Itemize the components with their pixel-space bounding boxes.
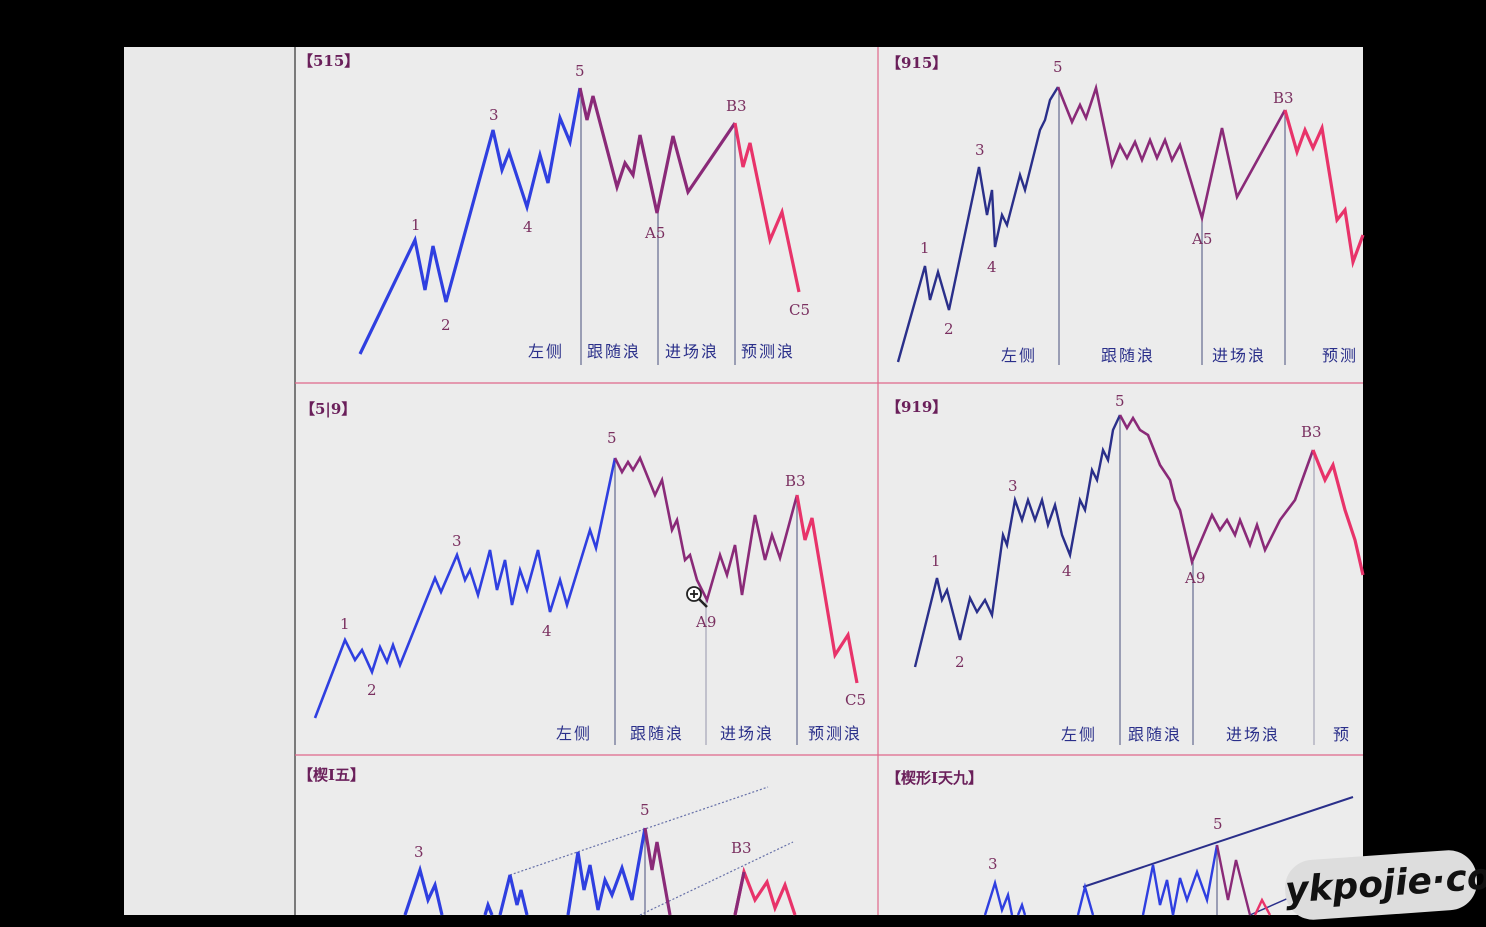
zone-label: 预测浪 <box>741 342 795 361</box>
trend-line <box>1082 796 1354 888</box>
left-margin <box>124 47 295 915</box>
wave-label: 4 <box>987 258 997 276</box>
impulse-wave <box>983 878 1014 916</box>
zone-label: 进场浪 <box>665 342 719 361</box>
wave-label: B3 <box>731 839 752 857</box>
wave-label: 1 <box>920 239 930 257</box>
forecast-wave <box>1311 449 1365 576</box>
zone-label: 跟随浪 <box>587 342 641 361</box>
panel-title: 【515】 <box>298 52 359 70</box>
follow-wave <box>578 87 737 214</box>
wave-label: 1 <box>411 216 421 234</box>
wave-label: 4 <box>523 218 533 236</box>
wave-label: 4 <box>1062 562 1072 580</box>
wave-label: B3 <box>1273 89 1294 107</box>
follow-wave <box>733 871 746 916</box>
panel-915: 【915】 1 2 3 4 5 A5 B3 左侧 跟随浪 进场浪 预测 <box>886 54 1365 365</box>
zone-label: 进场浪 <box>1226 725 1280 744</box>
wave-label: 4 <box>542 622 552 640</box>
zone-label: 左侧 <box>1001 346 1037 365</box>
zone-label: 跟随浪 <box>630 724 684 743</box>
follow-wave <box>613 455 799 604</box>
wave-label: 5 <box>640 801 650 819</box>
wave-label: B3 <box>785 472 806 490</box>
zone-label: 跟随浪 <box>1128 725 1182 744</box>
wave-label: 2 <box>944 320 954 338</box>
forecast-wave <box>1283 109 1365 269</box>
wave-label: 1 <box>931 552 941 570</box>
impulse-wave <box>1016 901 1027 916</box>
impulse-wave <box>566 827 647 916</box>
follow-wave <box>643 827 672 916</box>
wave-label: 3 <box>452 532 462 550</box>
wave-label: 2 <box>367 681 377 699</box>
impulse-wave <box>896 86 1060 363</box>
wave-label: 3 <box>489 106 499 124</box>
panel-title: 【5|9】 <box>300 400 356 418</box>
forecast-wave <box>733 122 801 293</box>
wave-label: A9 <box>1184 569 1205 587</box>
zone-label: 预 <box>1333 725 1351 744</box>
wave-label: 3 <box>988 855 998 873</box>
wave-label: 3 <box>975 141 985 159</box>
wave-label: 5 <box>1213 815 1223 833</box>
panel-wedge-five: 【楔I五】 3 5 B3 <box>298 766 797 916</box>
wave-label: 2 <box>441 316 451 334</box>
panel-title: 【915】 <box>886 54 947 72</box>
follow-wave <box>1056 83 1287 224</box>
wave-label: 5 <box>1053 58 1063 76</box>
zone-label: 左侧 <box>1061 725 1097 744</box>
impulse-wave <box>498 874 529 916</box>
wave-label: 5 <box>607 429 617 447</box>
trend-line <box>509 786 769 876</box>
impulse-wave <box>913 414 1122 668</box>
panel-919: 【919】 1 2 3 4 5 A9 B3 左侧 跟随浪 进场浪 预 <box>886 392 1365 745</box>
forecast-wave <box>1253 897 1272 916</box>
wave-label: C5 <box>789 301 810 319</box>
wave-label: B3 <box>1301 423 1322 441</box>
follow-wave <box>1215 844 1252 916</box>
wave-label: 1 <box>340 615 350 633</box>
zone-label: 左侧 <box>556 724 592 743</box>
trend-line <box>639 841 794 916</box>
panel-515: 【515】 1 2 3 4 5 A5 B3 C5 左侧 跟随浪 进场浪 预测浪 <box>298 52 810 365</box>
follow-wave <box>1118 414 1315 567</box>
wave-label: A5 <box>1191 230 1212 248</box>
wave-label: 5 <box>575 62 585 80</box>
zone-label: 预测 <box>1322 346 1358 365</box>
impulse-wave <box>358 87 582 355</box>
impulse-wave <box>313 457 617 719</box>
page-background <box>124 47 1363 915</box>
wave-label: C5 <box>845 691 866 709</box>
zone-label: 进场浪 <box>720 724 774 743</box>
wave-label: A9 <box>695 613 716 631</box>
wave-label: B3 <box>726 97 747 115</box>
zone-label: 跟随浪 <box>1101 346 1155 365</box>
panel-519: 【5|9】 1 2 3 4 5 A9 B3 C5 左侧 跟随浪 进场浪 预测浪 <box>300 400 866 745</box>
wave-label: 5 <box>1115 392 1125 410</box>
zone-label: 进场浪 <box>1212 346 1266 365</box>
wave-label: 2 <box>955 653 965 671</box>
impulse-wave <box>483 900 494 916</box>
wave-label: 3 <box>414 843 424 861</box>
forecast-wave <box>795 494 859 684</box>
wave-label: A5 <box>644 224 665 242</box>
impulse-wave <box>1141 844 1219 916</box>
zoom-in-icon <box>686 586 708 608</box>
impulse-wave <box>403 864 444 916</box>
zone-label: 预测浪 <box>808 724 862 743</box>
impulse-wave <box>1076 882 1095 916</box>
panel-title: 【919】 <box>886 398 947 416</box>
panel-wedge-nine: 【楔形I天九】 3 5 <box>886 769 1354 916</box>
zone-label: 左侧 <box>528 342 564 361</box>
panel-title: 【楔I五】 <box>298 766 365 784</box>
wave-label: 3 <box>1008 477 1018 495</box>
panel-title: 【楔形I天九】 <box>886 769 983 787</box>
